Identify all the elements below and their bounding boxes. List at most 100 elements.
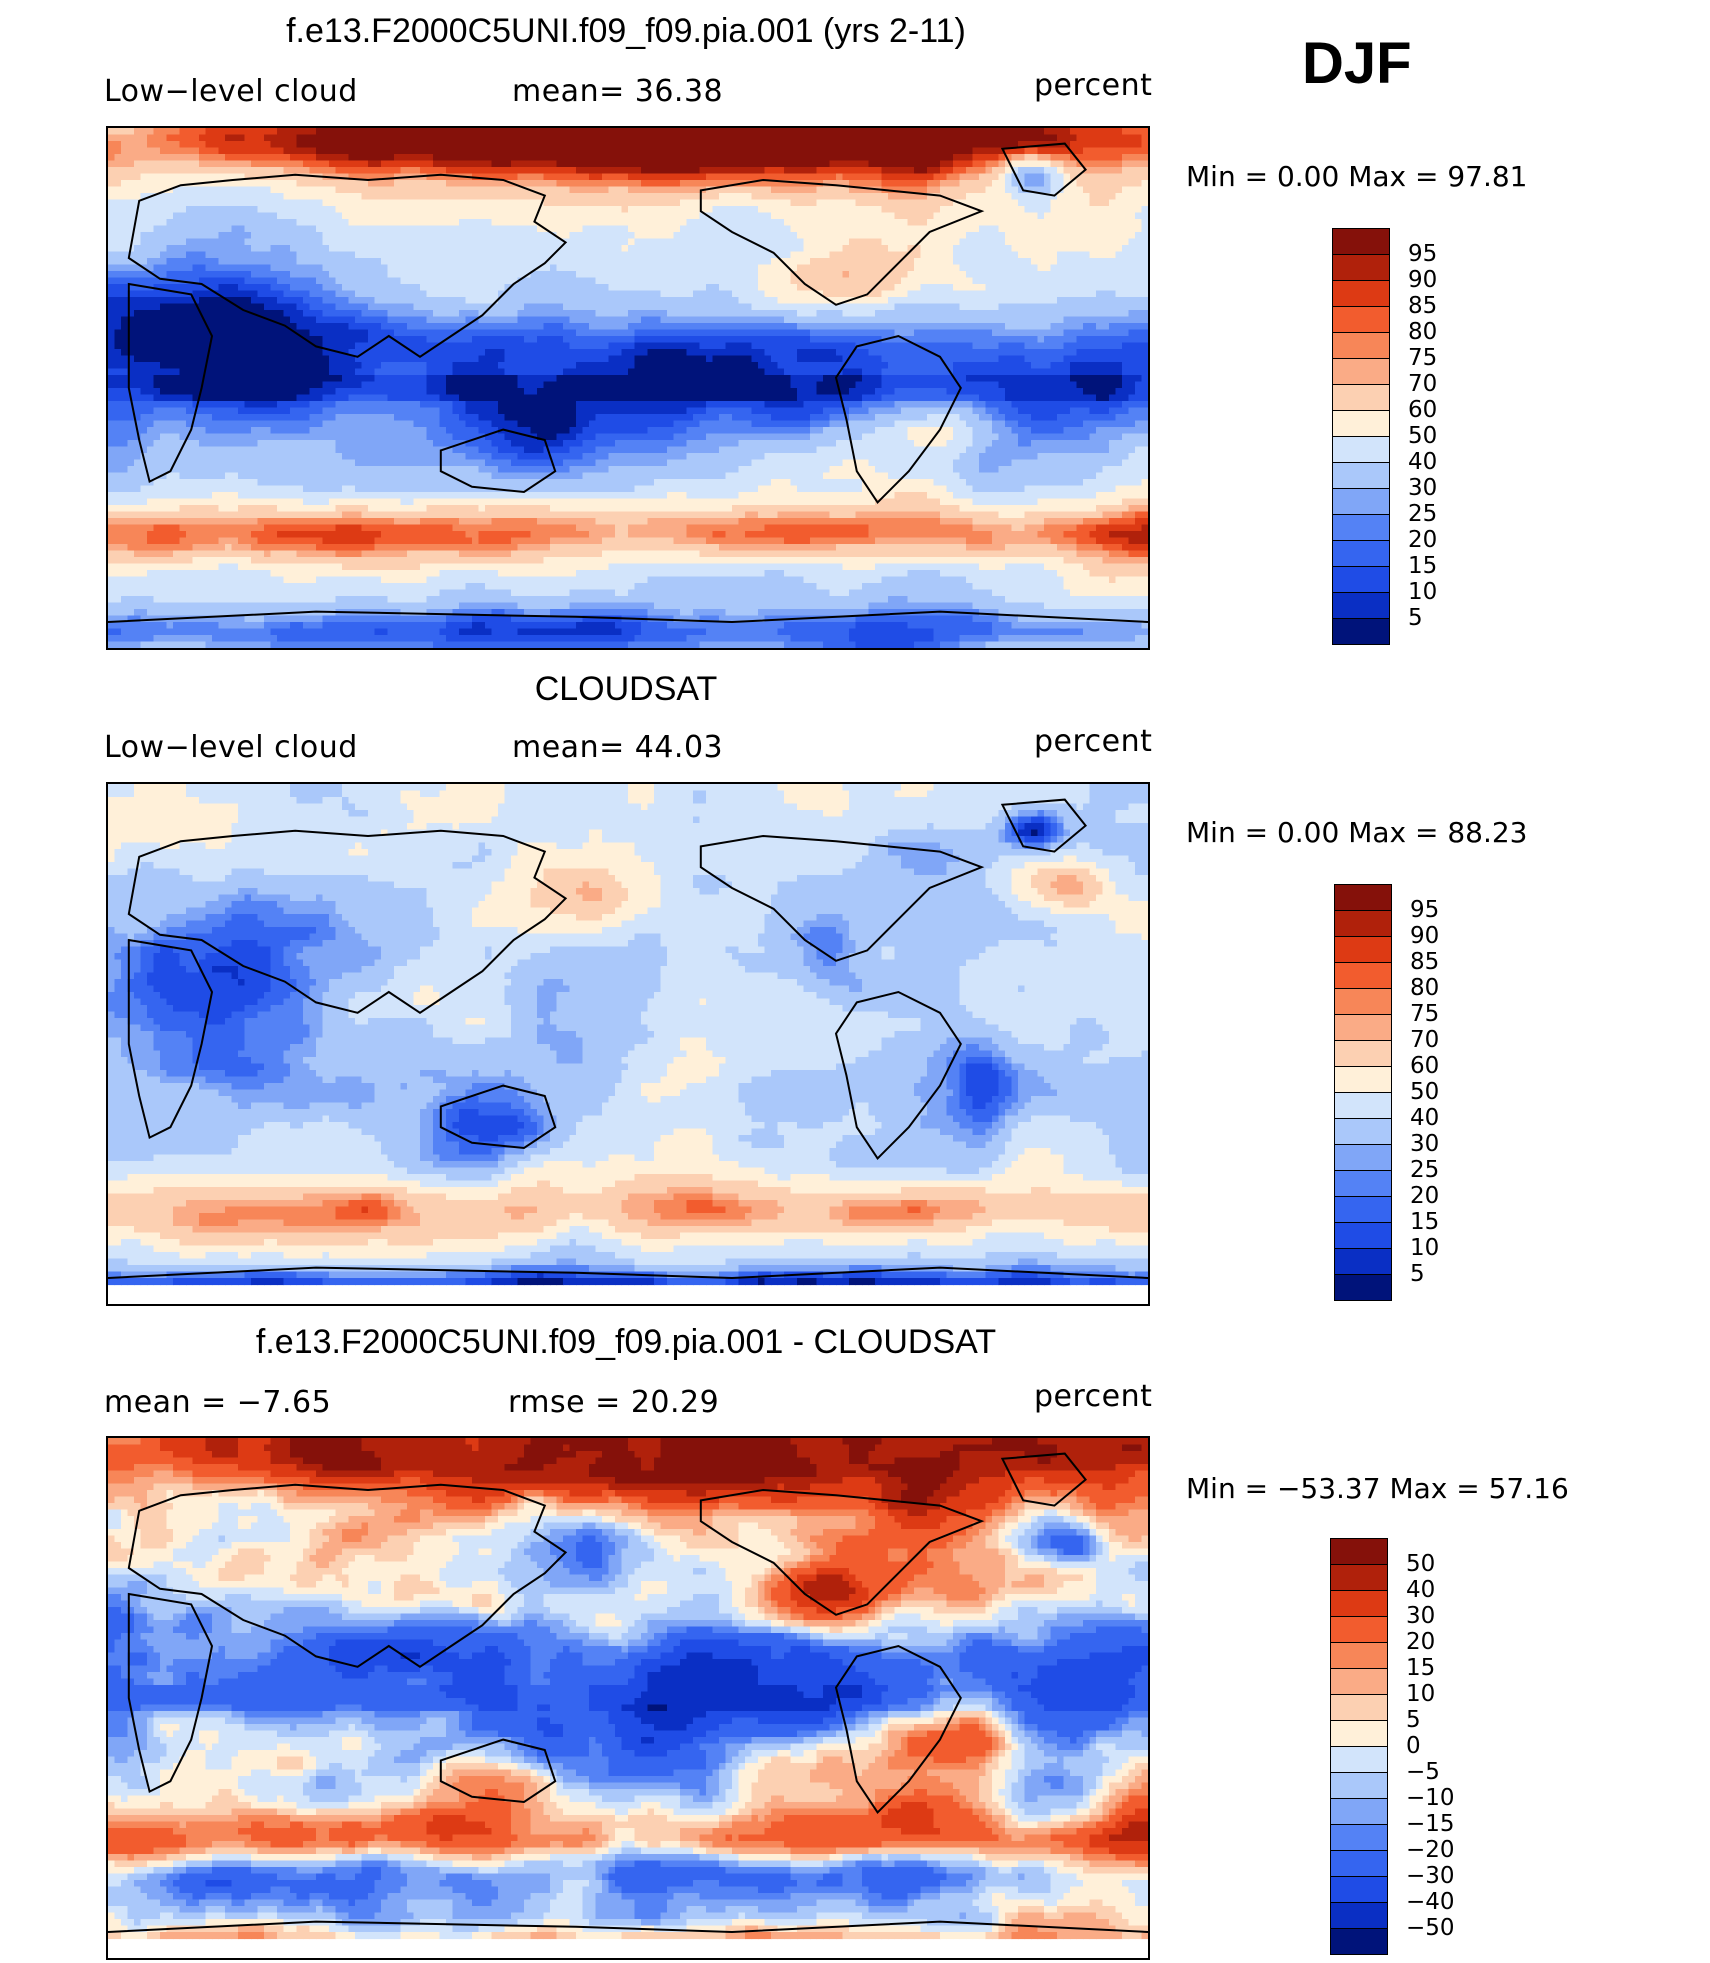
colorbar-swatch xyxy=(1334,1118,1392,1145)
colorbar-level-label: 0 xyxy=(1406,1735,1421,1758)
colorbar-level-label: 25 xyxy=(1408,503,1437,526)
colorbar-swatch xyxy=(1334,1014,1392,1041)
coastline xyxy=(108,610,1148,624)
colorbar-level-label: 60 xyxy=(1408,399,1437,422)
colorbar-swatch xyxy=(1332,254,1390,281)
colorbar-swatch xyxy=(1334,1222,1392,1249)
colorbar-swatch xyxy=(1334,1144,1392,1171)
panel-2-variable-label: Low−level cloud xyxy=(104,730,358,765)
colorbar-swatch xyxy=(1332,566,1390,593)
colorbar-swatch xyxy=(1334,1066,1392,1093)
colorbar-swatch xyxy=(1330,1720,1388,1747)
colorbar-level-label: 30 xyxy=(1408,477,1437,500)
colorbar-swatch xyxy=(1332,436,1390,463)
colorbar-swatch xyxy=(1334,1170,1392,1197)
coastline xyxy=(108,1266,1148,1280)
colorbar-swatch xyxy=(1332,410,1390,437)
coastline xyxy=(127,1483,568,1669)
colorbar-level-label: 10 xyxy=(1406,1683,1435,1706)
coastline xyxy=(108,1920,1148,1934)
coastline xyxy=(1000,798,1087,853)
colorbar-level-label: −50 xyxy=(1406,1917,1455,1940)
panel-3-minmax: Min = −53.37 Max = 57.16 xyxy=(1186,1472,1569,1505)
colorbar-level-label: 70 xyxy=(1410,1029,1439,1052)
colorbar-level-label: 50 xyxy=(1410,1081,1439,1104)
colorbar-swatch xyxy=(1334,1248,1392,1275)
season-label: DJF xyxy=(1302,30,1412,97)
coastline xyxy=(699,834,985,962)
colorbar-level-label: −5 xyxy=(1406,1761,1440,1784)
panel-1-title: f.e13.F2000C5UNI.f09_f09.pia.001 (yrs 2-… xyxy=(106,12,1146,51)
colorbar-swatch xyxy=(1334,1274,1392,1301)
colorbar-level-label: 15 xyxy=(1406,1657,1435,1680)
colorbar-swatch xyxy=(1330,1824,1388,1851)
colorbar-level-label: 40 xyxy=(1410,1107,1439,1130)
colorbar-swatch xyxy=(1332,618,1390,645)
panel-1-minmax: Min = 0.00 Max = 97.81 xyxy=(1186,160,1528,193)
colorbar-level-label: 10 xyxy=(1410,1237,1439,1260)
colorbar-level-label: 85 xyxy=(1410,951,1439,974)
colorbar-level-label: 10 xyxy=(1408,581,1437,604)
colorbar-level-label: 50 xyxy=(1406,1553,1435,1576)
colorbar-swatch xyxy=(1330,1642,1388,1669)
colorbar-level-label: 75 xyxy=(1408,347,1437,370)
colorbar-level-label: 60 xyxy=(1410,1055,1439,1078)
colorbar-swatch xyxy=(1330,1694,1388,1721)
colorbar-swatch xyxy=(1332,514,1390,541)
coastline xyxy=(834,1644,962,1814)
panel-2-map xyxy=(106,782,1150,1306)
colorbar-swatch xyxy=(1330,1746,1388,1773)
colorbar-level-label: 90 xyxy=(1408,269,1437,292)
colorbar-swatch xyxy=(1332,228,1390,255)
panel-3-map xyxy=(106,1436,1150,1960)
colorbar-swatch xyxy=(1332,280,1390,307)
colorbar-swatch xyxy=(1334,910,1392,937)
coastline xyxy=(127,829,568,1015)
panel-3-mean-label: mean = −7.65 xyxy=(104,1385,331,1420)
colorbar-swatch xyxy=(1334,962,1392,989)
coastline xyxy=(439,428,557,494)
colorbar-level-label: 70 xyxy=(1408,373,1437,396)
colorbar-swatch xyxy=(1332,384,1390,411)
panel-2-mean-label: mean= 44.03 xyxy=(512,730,723,765)
colorbar-level-label: 80 xyxy=(1408,321,1437,344)
colorbar-level-label: 80 xyxy=(1410,977,1439,1000)
panel-1-units-label: percent xyxy=(1034,68,1152,103)
colorbar-swatch xyxy=(1332,540,1390,567)
colorbar-level-label: 5 xyxy=(1408,607,1423,630)
colorbar-level-label: 30 xyxy=(1406,1605,1435,1628)
colorbar-swatch xyxy=(1332,592,1390,619)
coastline xyxy=(1000,142,1087,197)
colorbar-level-label: 5 xyxy=(1406,1709,1421,1732)
coastline xyxy=(834,334,962,504)
colorbar-level-label: 75 xyxy=(1410,1003,1439,1026)
colorbar-swatch xyxy=(1330,1798,1388,1825)
colorbar-level-label: −40 xyxy=(1406,1891,1455,1914)
colorbar-level-label: −20 xyxy=(1406,1839,1455,1862)
coastline xyxy=(127,938,214,1140)
panel-2-minmax: Min = 0.00 Max = 88.23 xyxy=(1186,816,1528,849)
colorbar-swatch xyxy=(1334,1040,1392,1067)
coastline xyxy=(439,1738,557,1804)
colorbar-swatch xyxy=(1332,332,1390,359)
colorbar-swatch xyxy=(1330,1616,1388,1643)
colorbar-swatch xyxy=(1334,1196,1392,1223)
colorbar-swatch xyxy=(1330,1668,1388,1695)
coastline xyxy=(127,1592,214,1794)
panel-3-title: f.e13.F2000C5UNI.f09_f09.pia.001 - CLOUD… xyxy=(106,1323,1146,1362)
colorbar-level-label: 15 xyxy=(1410,1211,1439,1234)
panel-1-mean-label: mean= 36.38 xyxy=(512,74,723,109)
coastline xyxy=(439,1084,557,1150)
panel-2-title: CLOUDSAT xyxy=(106,670,1146,709)
colorbar-level-label: 20 xyxy=(1410,1185,1439,1208)
panel-1-map xyxy=(106,126,1150,650)
colorbar-swatch xyxy=(1330,1590,1388,1617)
colorbar-level-label: 30 xyxy=(1410,1133,1439,1156)
panel-1-variable-label: Low−level cloud xyxy=(104,74,358,109)
colorbar-level-label: −15 xyxy=(1406,1813,1455,1836)
coastline xyxy=(834,990,962,1160)
colorbar-swatch xyxy=(1330,1876,1388,1903)
colorbar-level-label: 20 xyxy=(1406,1631,1435,1654)
colorbar-level-label: 40 xyxy=(1408,451,1437,474)
panel-3-units-label: percent xyxy=(1034,1379,1152,1414)
